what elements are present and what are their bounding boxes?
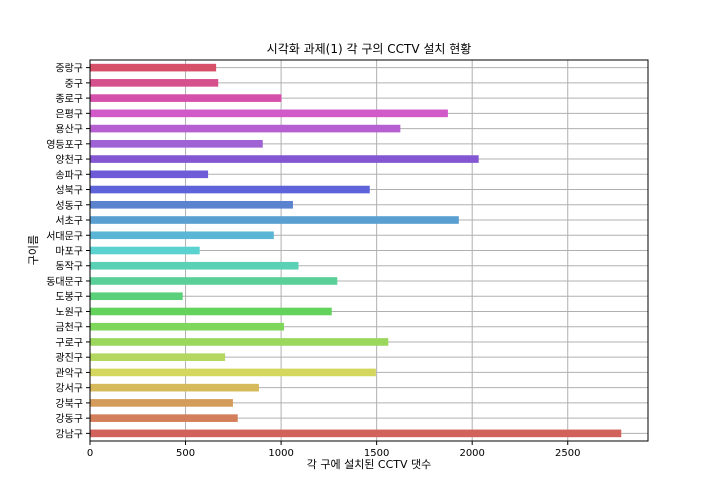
bar-성동구: [90, 200, 293, 209]
bar-성북구: [90, 185, 370, 194]
y-tick-label: 금천구: [55, 322, 83, 334]
chart-title: 시각화 과제(1) 각 구의 CCTV 설치 현황: [267, 42, 472, 56]
y-tick-label: 강북구: [55, 398, 83, 410]
bar-중랑구: [90, 63, 217, 72]
y-tick-label: 강동구: [55, 413, 83, 425]
bar-강남구: [90, 429, 622, 438]
y-tick-label: 서초구: [55, 215, 83, 227]
bar-광진구: [90, 353, 226, 361]
bar-마포구: [90, 246, 200, 255]
y-tick-label: 성동구: [55, 200, 83, 212]
bar-서대문구: [90, 231, 274, 240]
bar-강북구: [90, 399, 233, 407]
y-tick-label: 도봉구: [55, 291, 83, 303]
bar-송파구: [90, 170, 209, 179]
bar-강서구: [90, 383, 259, 392]
y-tick-label: 중랑구: [55, 63, 83, 75]
y-tick-labels: 중랑구중구종로구은평구용산구영등포구양천구송파구성북구성동구서초구서대문구마포구…: [46, 63, 90, 440]
y-tick-label: 영등포구: [46, 139, 83, 151]
bar-관악구: [90, 368, 376, 377]
bar-금천구: [90, 322, 284, 331]
y-tick-label: 동작구: [55, 261, 83, 273]
x-axis-label: 각 구에 설치된 CCTV 댓수: [307, 458, 432, 471]
bar-강동구: [90, 414, 238, 422]
x-tick-label: 0: [87, 448, 93, 459]
bar-동작구: [90, 261, 299, 270]
y-tick-label: 종로구: [55, 93, 83, 105]
x-tick-label: 2500: [555, 448, 580, 459]
x-tick-label: 1500: [364, 448, 389, 459]
y-tick-label: 동대문구: [46, 276, 83, 288]
y-tick-label: 광진구: [55, 352, 83, 364]
x-tick-labels: 0 500 1000 1500 2000 2500: [87, 441, 580, 459]
bars-group: [90, 63, 622, 438]
y-tick-label: 송파구: [55, 169, 83, 181]
y-tick-label: 구로구: [55, 338, 83, 349]
y-tick-label: 중구: [65, 78, 83, 90]
bar-노원구: [90, 307, 332, 316]
bar-은평구: [90, 109, 448, 118]
x-tick-label: 500: [176, 448, 195, 459]
bar-영등포구: [90, 140, 263, 148]
bar-서초구: [90, 216, 459, 224]
bar-중구: [90, 79, 219, 87]
x-tick-label: 2000: [459, 448, 484, 459]
y-tick-label: 양천구: [55, 154, 83, 166]
y-tick-label: 노원구: [55, 306, 83, 318]
bar-동대문구: [90, 277, 338, 285]
bar-도봉구: [90, 292, 183, 301]
bar-용산구: [90, 124, 401, 133]
y-tick-label: 강서구: [55, 383, 83, 395]
y-tick-label: 서대문구: [46, 230, 83, 242]
bar-종로구: [90, 94, 282, 102]
bar-구로구: [90, 338, 389, 346]
y-tick-label: 성북구: [55, 185, 83, 197]
y-tick-label: 은평구: [55, 108, 83, 120]
bar-양천구: [90, 155, 479, 163]
y-tick-label: 마포구: [55, 246, 83, 258]
y-tick-label: 관악구: [55, 367, 83, 379]
x-tick-label: 1000: [268, 448, 293, 459]
y-tick-label: 용산구: [55, 124, 83, 136]
y-axis-label: 구이름: [27, 235, 40, 265]
y-tick-label: 강남구: [55, 428, 83, 440]
